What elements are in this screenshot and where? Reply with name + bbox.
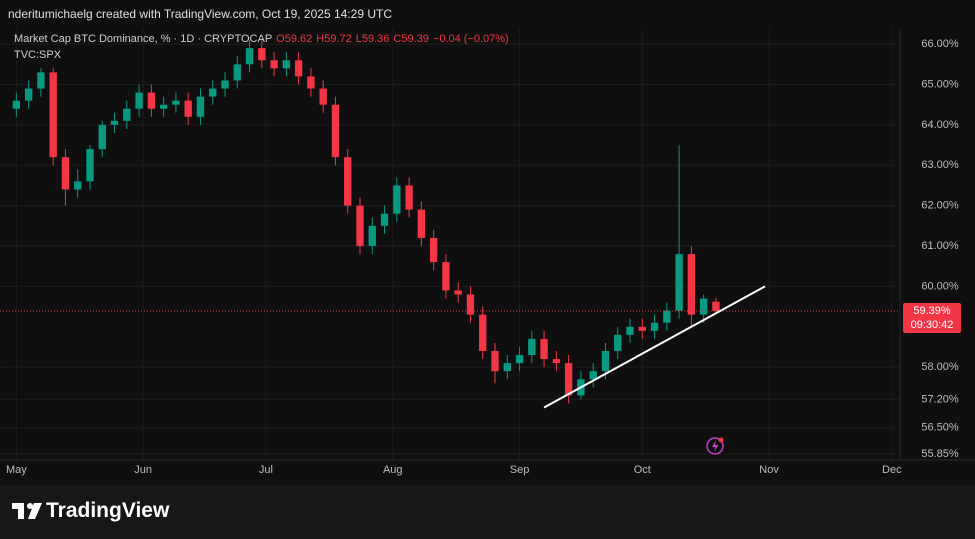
countdown: 09:30:42 — [911, 319, 954, 331]
y-tick-label: 56.50% — [921, 422, 959, 434]
candle-body — [147, 92, 156, 109]
candle-body — [552, 359, 561, 364]
y-tick-label: 57.20% — [921, 393, 959, 405]
brand: TradingView — [46, 499, 170, 522]
candle-body — [319, 88, 327, 105]
candle-body — [589, 371, 597, 380]
ohlc-value: −0.04 (−0.07%) — [432, 33, 509, 45]
legend: Market Cap BTC Dominance, % · 1D · CRYPT… — [14, 33, 509, 45]
candle-body — [61, 157, 70, 190]
x-tick-label: Nov — [759, 464, 779, 476]
candle-body — [564, 363, 573, 396]
grid — [0, 28, 900, 460]
y-tick-label: 61.00% — [921, 240, 959, 252]
chart: 66.00% 65.00% 64.00% 63.00% 62.00% 61.00% 60.0… — [0, 28, 975, 485]
y-tick-label: 60.00% — [921, 280, 959, 292]
candle-body — [356, 205, 364, 247]
candle-body — [209, 88, 217, 97]
candle-body — [221, 80, 229, 89]
candle-body — [37, 72, 45, 89]
x-tick-label: Jul — [259, 464, 273, 476]
candle-body — [331, 104, 340, 158]
y-tick-label: 66.00% — [921, 38, 959, 50]
x-tick-label: May — [6, 464, 27, 476]
candle-body — [601, 350, 610, 372]
candle-body — [159, 104, 168, 109]
candle-body — [454, 290, 462, 295]
x-tick-label: Jun — [134, 464, 152, 476]
candle-body — [466, 294, 475, 315]
trendline — [543, 285, 766, 409]
candle-body — [135, 92, 143, 109]
candle-body — [712, 301, 720, 312]
subtitle: TVC:SPX — [14, 49, 62, 61]
candle-body — [24, 88, 33, 101]
price-label: 59.39% — [913, 305, 951, 317]
candle-body — [638, 326, 646, 331]
credit: nderitumichaelg created with TradingView… — [8, 7, 392, 21]
ohlc-value: O59.62 — [276, 33, 313, 45]
candle-body — [417, 209, 426, 238]
x-tick-label: Dec — [882, 464, 902, 476]
candle-body — [540, 338, 548, 360]
candle-body — [74, 181, 82, 190]
candle-body — [294, 60, 303, 77]
candle-body — [184, 100, 192, 117]
candle-body — [663, 310, 671, 323]
candle-body — [258, 48, 266, 61]
candle-body — [503, 363, 511, 372]
alert-icon — [706, 437, 724, 455]
candle-body — [123, 108, 131, 121]
candle-body — [393, 185, 401, 214]
candle-body — [442, 262, 450, 291]
candle-body — [626, 326, 634, 335]
chart-bg — [0, 28, 975, 485]
candle-body — [699, 298, 708, 315]
candle-body — [614, 334, 622, 351]
x-tick-label: Aug — [383, 464, 403, 476]
ohlc-value: L59.36 — [355, 33, 390, 45]
candle-body — [282, 60, 291, 69]
candle-body — [245, 48, 254, 65]
ohlc-value: H59.72 — [316, 33, 352, 45]
y-tick-label: 64.00% — [921, 119, 959, 131]
candle-body — [344, 157, 352, 206]
x-tick-label: Sep — [510, 464, 530, 476]
footer: TradingView — [0, 485, 975, 539]
price-label-box — [903, 303, 961, 334]
brand-logo — [12, 503, 42, 519]
candle-body — [196, 96, 205, 117]
candle-body — [491, 350, 499, 372]
y-tick-label: 62.00% — [921, 200, 959, 212]
candle-body — [650, 322, 659, 331]
candle-body — [675, 254, 683, 311]
ohlc-value: C59.39 — [393, 33, 429, 45]
candle-body — [49, 72, 57, 158]
candle-body — [368, 225, 376, 247]
candle-body — [405, 185, 413, 210]
candle-body — [98, 124, 106, 150]
candle-body — [307, 76, 315, 89]
candle-body — [270, 60, 278, 69]
candle-body — [515, 355, 524, 364]
candle-body — [110, 120, 119, 125]
y-tick-label: 58.00% — [921, 361, 959, 373]
candle-body — [12, 100, 21, 109]
candle-body — [380, 213, 389, 226]
y-tick-label: 63.00% — [921, 159, 959, 171]
legend-title: Market Cap BTC Dominance, % · 1D · CRYPT… — [14, 33, 273, 45]
candle-body — [687, 254, 696, 315]
candle-body — [172, 100, 180, 105]
candle-body — [429, 237, 438, 263]
candle-body — [479, 314, 487, 351]
candle-body — [86, 149, 94, 182]
candle-body — [528, 338, 536, 356]
y-tick-label: 55.85% — [921, 448, 959, 460]
x-tick-label: Oct — [634, 464, 651, 476]
y-tick-label: 65.00% — [921, 78, 959, 90]
candle-body — [233, 64, 241, 81]
